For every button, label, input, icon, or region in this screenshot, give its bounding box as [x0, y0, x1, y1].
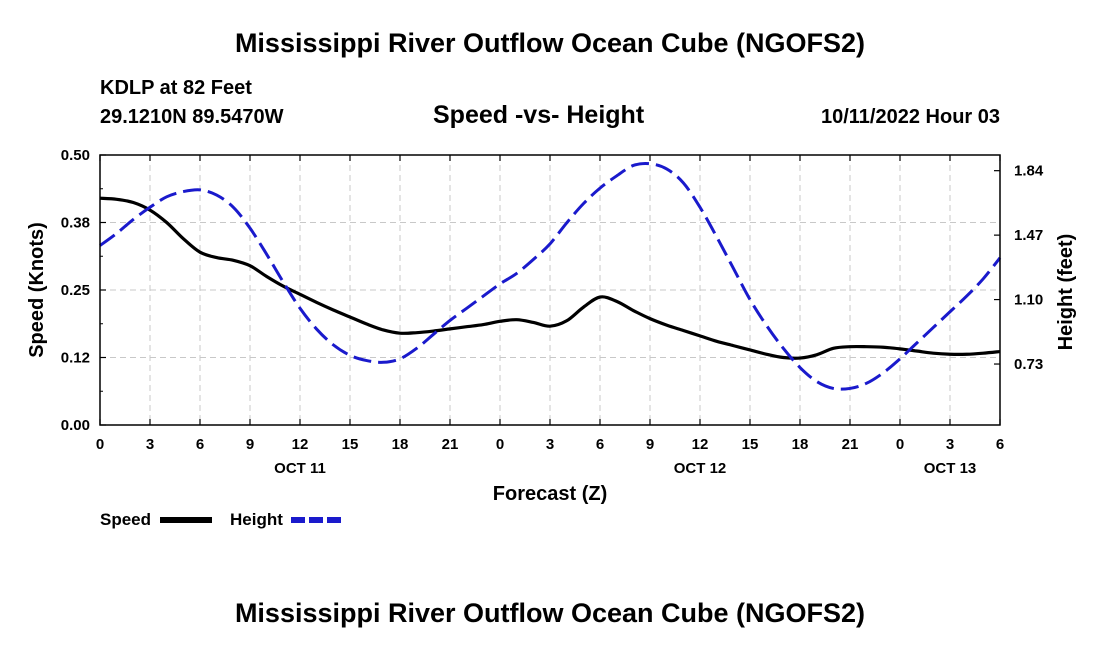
y-tick-label: 0.25: [61, 282, 90, 299]
footer-title: Mississippi River Outflow Ocean Cube (NG…: [234, 598, 866, 628]
x-tick-label: 18: [392, 436, 409, 453]
x-tick-label: 6: [196, 436, 204, 453]
ticks-layer: 0 3 6 9 12 15 18 21 0 3 6 9 12 15 18 21 0 3 6 OCT 11 OCT 12 O…: [61, 147, 1044, 477]
x-tick-label: 0: [896, 436, 904, 453]
forecast-datetime: 10/11/2022 Hour 03: [820, 106, 1000, 128]
x-tick-label: 21: [842, 436, 859, 453]
x-axis-title: Forecast (Z): [493, 483, 607, 505]
x-tick-label: 6: [596, 436, 604, 453]
speed-series-line: [99, 196, 1001, 360]
y2-tick-label: 1.10: [1014, 292, 1043, 309]
y2-tick-label: 1.47: [1014, 227, 1043, 244]
x-day-label: OCT 12: [674, 460, 727, 477]
x-tick-label: 3: [546, 436, 554, 453]
x-tick-label: 3: [946, 436, 954, 453]
x-tick-label: 15: [342, 436, 359, 453]
x-tick-label: 6: [996, 436, 1004, 453]
legend-height-label: Height: [230, 510, 283, 529]
y-tick-label: 0.50: [61, 147, 90, 164]
legend-speed-label: Speed: [100, 510, 151, 529]
x-tick-label: 15: [742, 436, 759, 453]
series-layer: [99, 161, 1002, 391]
y-tick-label: 0.12: [61, 350, 90, 367]
chart-main-title: Mississippi River Outflow Ocean Cube (NG…: [234, 28, 866, 58]
x-day-label: OCT 11: [274, 460, 326, 477]
x-tick-label: 18: [792, 436, 809, 453]
x-day-label: OCT 13: [924, 460, 977, 477]
x-tick-label: 9: [646, 436, 654, 453]
y2-tick-label: 1.84: [1014, 163, 1044, 180]
y-axis-title: Speed (Knots): [26, 222, 48, 358]
x-tick-label: 0: [496, 436, 504, 453]
x-tick-label: 0: [96, 436, 104, 453]
station-label: KDLP at 82 Feet: [100, 77, 252, 99]
legend: Speed Height: [100, 510, 342, 529]
y2-tick-label: 0.73: [1014, 356, 1043, 373]
y-tick-label: 0.38: [61, 215, 90, 232]
x-tick-label: 12: [692, 436, 709, 453]
x-tick-label: 3: [146, 436, 154, 453]
grid-layer: [100, 155, 1000, 425]
station-coordinates: 29.1210N 89.5470W: [100, 106, 284, 128]
chart-subtitle: Speed -vs- Height: [433, 101, 645, 129]
y-tick-label: 0.00: [61, 417, 90, 434]
y2-axis-title: Height (feet): [1055, 234, 1077, 351]
x-tick-label: 12: [292, 436, 309, 453]
x-tick-label: 9: [246, 436, 254, 453]
x-tick-label: 21: [442, 436, 459, 453]
height-series-line: [99, 161, 1002, 391]
